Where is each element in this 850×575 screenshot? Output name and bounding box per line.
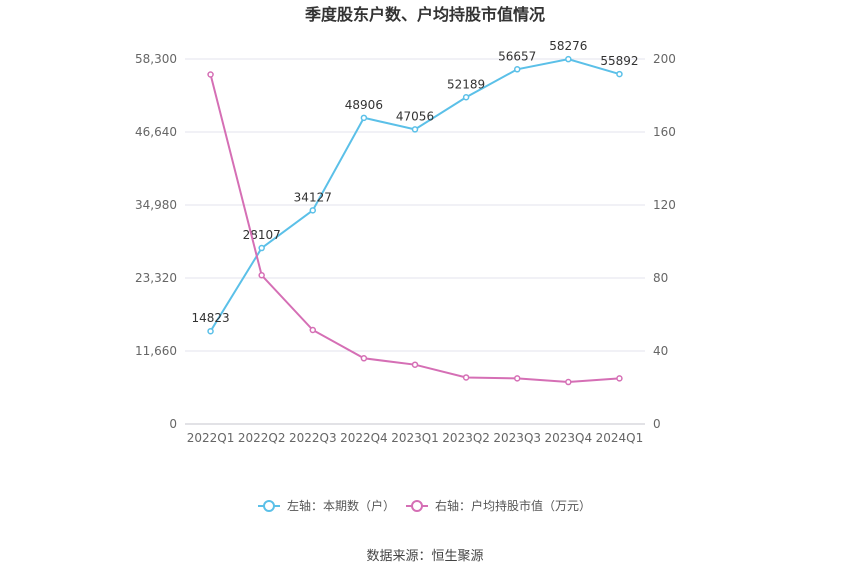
data-point <box>207 71 214 78</box>
left-tick-label: 46,640 <box>135 125 177 139</box>
data-point <box>616 70 623 78</box>
data-label: 14823 <box>191 311 229 325</box>
data-point <box>565 55 572 63</box>
legend-marker-2 <box>411 500 423 512</box>
left-tick-label: 34,980 <box>135 198 177 212</box>
left-tick-label: 58,300 <box>135 52 177 66</box>
right-tick-label: 40 <box>653 344 668 358</box>
left-tick-label: 0 <box>169 417 177 431</box>
data-point <box>258 272 265 279</box>
right-tick-label: 120 <box>653 198 676 212</box>
left-tick-label: 11,660 <box>135 344 177 358</box>
data-point <box>309 326 317 334</box>
data-point <box>513 375 521 382</box>
data-label: 47056 <box>396 109 434 123</box>
x-axis: 2022Q1 2022Q2 2022Q3 2022Q4 2023Q1 2023Q2 2023… <box>187 431 644 445</box>
left-axis: 0 11,660 23,320 34,980 46,640 58,300 <box>135 52 177 431</box>
right-tick-label: 160 <box>653 125 676 139</box>
data-point <box>360 114 368 122</box>
data-point <box>411 126 419 133</box>
series-group: 14823 28107 34127 48906 47056 52189 56657 58276… <box>191 39 639 386</box>
data-point <box>513 66 521 73</box>
x-tick-label: 2023Q1 <box>391 431 439 445</box>
chart-title: 季度股东户数、户均持股市值情况 <box>304 5 545 24</box>
legend: 左轴：本期数（户） 右轴：户均持股市值（万元） <box>258 498 591 513</box>
data-point <box>207 327 214 335</box>
x-tick-label: 2023Q3 <box>493 431 541 445</box>
x-tick-label: 2023Q4 <box>545 431 593 445</box>
x-tick-label: 2022Q1 <box>187 431 235 445</box>
data-label: 58276 <box>549 39 587 53</box>
right-axis: 0 40 80 120 160 200 <box>653 52 676 431</box>
data-point <box>411 361 419 368</box>
data-point <box>258 244 265 252</box>
left-tick-label: 23,320 <box>135 271 177 285</box>
series-line-1 <box>209 58 620 332</box>
right-tick-label: 80 <box>653 271 668 285</box>
data-point <box>565 378 572 386</box>
data-point <box>360 355 368 362</box>
data-point <box>309 207 317 214</box>
data-label: 56657 <box>498 49 536 63</box>
right-tick-label: 200 <box>653 52 676 66</box>
data-label: 52189 <box>447 77 485 91</box>
source-note: 数据来源：恒生聚源 <box>366 549 483 564</box>
x-tick-label: 2022Q3 <box>289 431 337 445</box>
legend-label-1: 左轴：本期数（户） <box>287 498 395 513</box>
legend-label-2: 右轴：户均持股市值（万元） <box>435 498 591 513</box>
data-label: 34127 <box>294 190 332 204</box>
right-tick-label: 0 <box>653 417 661 431</box>
data-label: 28107 <box>243 228 281 242</box>
x-tick-label: 2022Q2 <box>238 431 286 445</box>
data-point <box>616 375 623 382</box>
x-tick-label: 2024Q1 <box>596 431 644 445</box>
legend-marker-1 <box>263 500 275 512</box>
data-point <box>462 374 470 381</box>
data-label: 48906 <box>345 98 383 112</box>
x-tick-label: 2022Q4 <box>340 431 388 445</box>
data-point <box>462 94 470 101</box>
data-label: 55892 <box>600 54 638 68</box>
x-tick-label: 2023Q2 <box>442 431 490 445</box>
